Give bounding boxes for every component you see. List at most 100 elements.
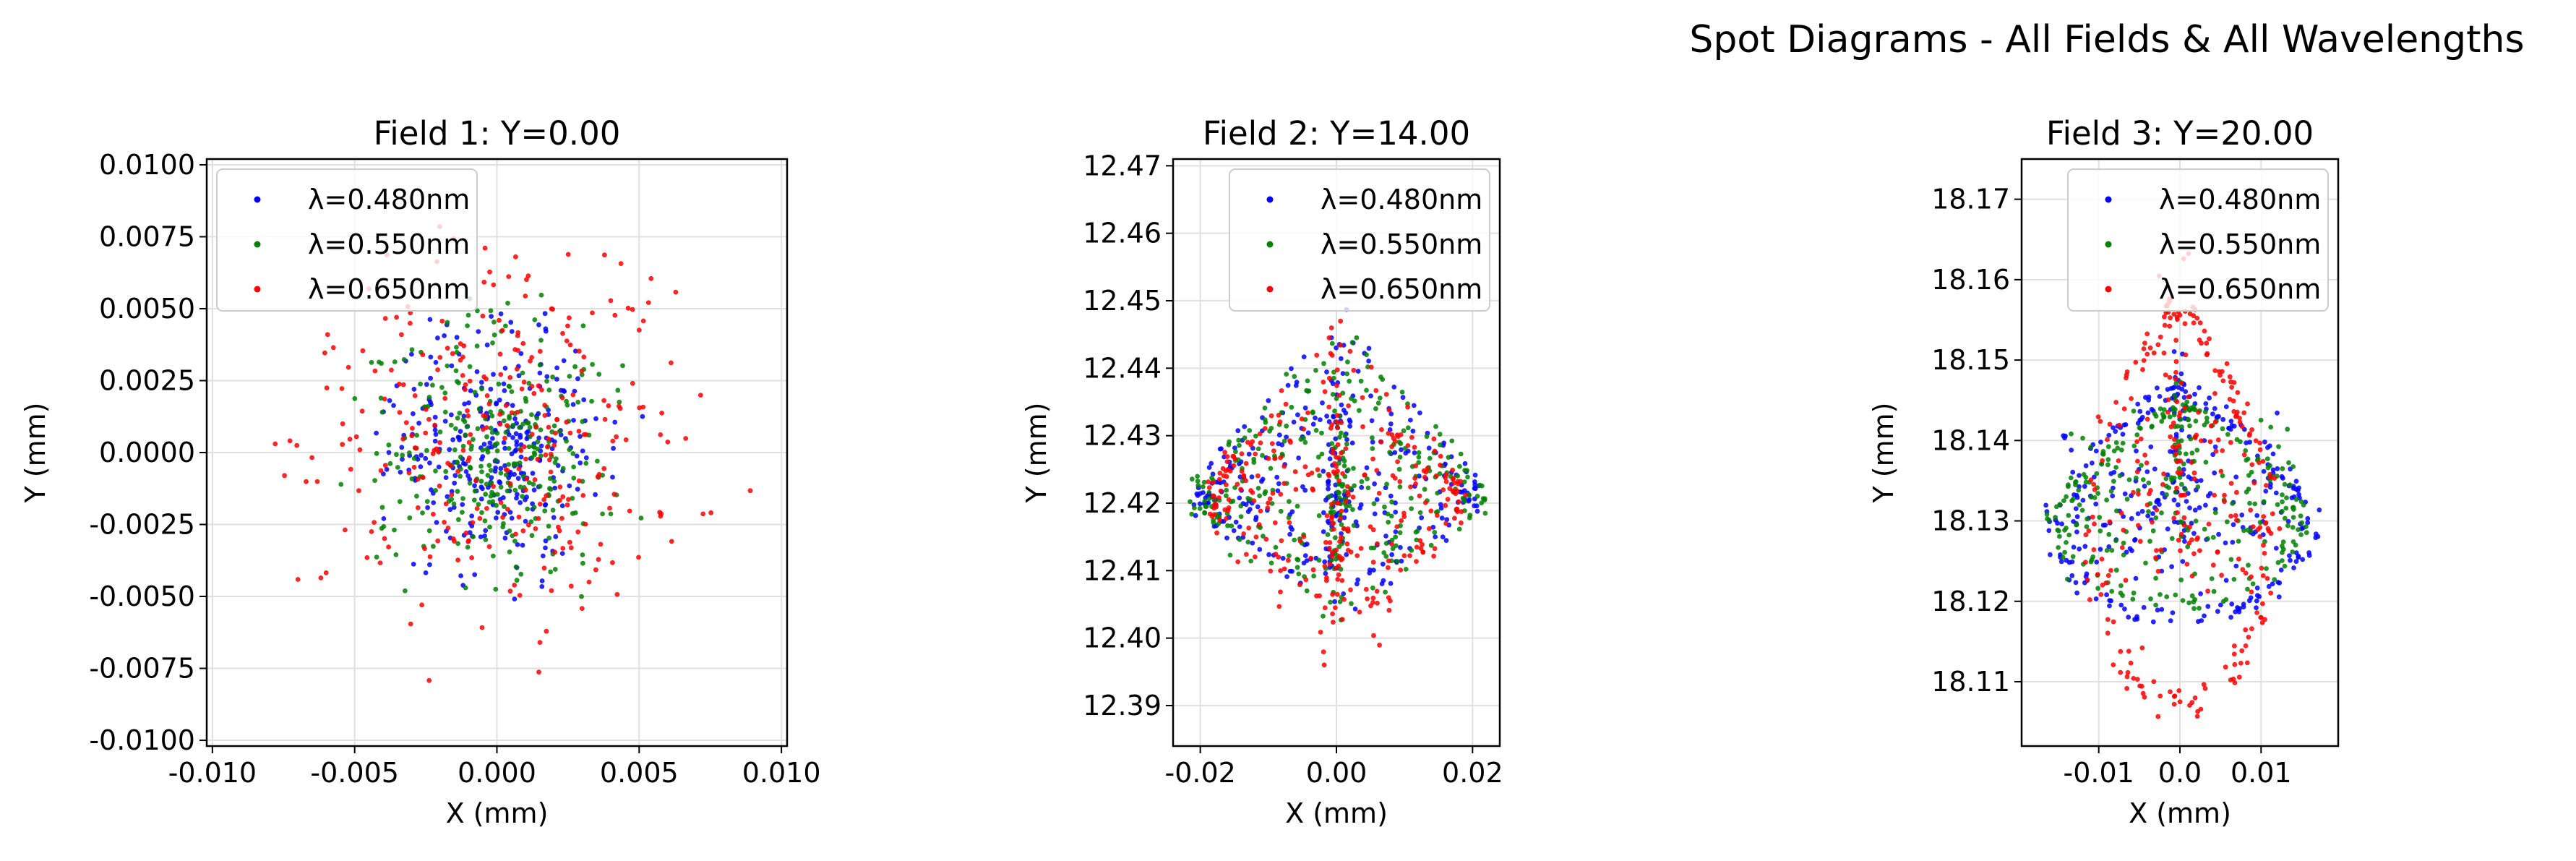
scatter-point	[2261, 499, 2267, 505]
scatter-point	[521, 444, 527, 450]
scatter-point	[1465, 474, 1470, 480]
scatter-point	[1359, 484, 1365, 490]
scatter-point	[443, 468, 449, 474]
scatter-point	[1357, 408, 1362, 414]
scatter-point	[1303, 577, 1309, 583]
scatter-point	[2061, 498, 2066, 503]
scatter-point	[1344, 371, 1349, 377]
scatter-point	[1323, 570, 1328, 576]
scatter-point	[1331, 526, 1336, 532]
scatter-point	[554, 377, 559, 382]
scatter-point	[1324, 578, 1329, 583]
scatter-point	[447, 507, 453, 513]
scatter-point	[399, 332, 404, 338]
scatter-point	[463, 382, 468, 387]
legend-marker	[2105, 241, 2112, 248]
scatter-point	[1339, 430, 1344, 436]
scatter-point	[2280, 476, 2285, 481]
scatter-point	[2139, 508, 2145, 514]
scatter-point	[410, 426, 415, 431]
scatter-point	[2194, 447, 2200, 453]
scatter-point	[543, 538, 549, 544]
scatter-point	[436, 464, 442, 470]
scatter-point	[2233, 414, 2238, 419]
scatter-point	[2162, 322, 2168, 328]
scatter-point	[2139, 414, 2145, 420]
scatter-point	[2179, 481, 2184, 487]
scatter-point	[586, 579, 592, 585]
scatter-point	[2162, 314, 2167, 320]
scatter-point	[512, 416, 518, 421]
scatter-point	[2262, 617, 2267, 622]
scatter-point	[1330, 450, 1336, 456]
scatter-point	[1301, 427, 1307, 432]
scatter-point	[1224, 454, 1230, 459]
scatter-point	[1235, 428, 1241, 434]
scatter-point	[2151, 350, 2157, 356]
scatter-point	[2249, 589, 2254, 595]
scatter-point	[1459, 509, 1464, 515]
scatter-point	[426, 395, 432, 400]
scatter-point	[449, 492, 455, 497]
scatter-point	[564, 502, 570, 507]
scatter-point	[531, 390, 537, 396]
scatter-point	[2180, 598, 2186, 603]
scatter-point	[536, 435, 542, 441]
scatter-point	[2071, 544, 2077, 550]
scatter-point	[1366, 359, 1371, 364]
scatter-point	[1412, 450, 1417, 455]
scatter-point	[2278, 567, 2284, 573]
scatter-point	[1338, 356, 1344, 361]
scatter-point	[1340, 471, 1345, 476]
scatter-point	[546, 387, 552, 393]
scatter-point	[1445, 497, 1451, 502]
scatter-point	[1317, 593, 1322, 599]
scatter-point	[1451, 489, 1456, 495]
scatter-point	[514, 442, 520, 447]
scatter-point	[1371, 633, 1376, 638]
scatter-point	[1417, 410, 1422, 416]
scatter-point	[1349, 340, 1355, 346]
field-1-panel: Field 1: Y=0.00 X (mm) Y (mm) -0.010 -0.0…	[20, 114, 821, 829]
legend-label: λ=0.550nm	[308, 228, 470, 260]
scatter-point	[2215, 549, 2220, 555]
scatter-point	[478, 479, 484, 484]
scatter-point	[512, 471, 517, 477]
scatter-point	[1313, 427, 1319, 433]
scatter-point	[1305, 410, 1310, 416]
scatter-point	[1268, 413, 1274, 419]
scatter-point	[516, 373, 522, 379]
scatter-point	[615, 387, 621, 393]
scatter-point	[463, 530, 469, 536]
scatter-point	[2074, 529, 2079, 535]
scatter-point	[2257, 520, 2263, 526]
scatter-point	[2283, 505, 2289, 511]
scatter-point	[1456, 526, 1462, 532]
scatter-point	[509, 329, 515, 334]
scatter-point	[1310, 486, 1315, 492]
scatter-point	[1315, 454, 1321, 460]
scatter-point	[2144, 416, 2150, 422]
scatter-point	[520, 340, 526, 346]
scatter-point	[2235, 390, 2241, 395]
scatter-point	[2212, 390, 2217, 396]
scatter-point	[1327, 540, 1333, 545]
scatter-point	[1203, 504, 1208, 509]
scatter-point	[514, 495, 519, 501]
scatter-point	[2299, 520, 2305, 526]
scatter-point	[491, 332, 497, 338]
scatter-point	[2048, 552, 2053, 557]
scatter-point	[559, 551, 565, 556]
scatter-point	[369, 359, 374, 365]
scatter-point	[1338, 534, 1344, 540]
scatter-point	[445, 363, 450, 369]
scatter-point	[488, 468, 494, 474]
scatter-point	[2220, 426, 2225, 432]
scatter-point	[543, 452, 549, 458]
scatter-point	[2134, 432, 2140, 437]
scatter-point	[1386, 431, 1391, 436]
scatter-point	[1302, 464, 1308, 470]
scatter-point	[612, 419, 618, 425]
scatter-point	[2215, 414, 2220, 419]
